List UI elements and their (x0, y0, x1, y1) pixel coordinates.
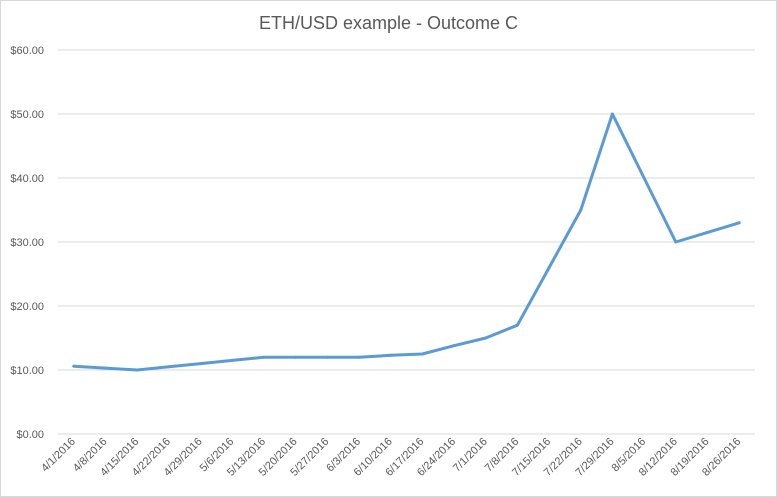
data-point (705, 230, 709, 234)
series-lines (72, 112, 741, 372)
y-tick-label: $30.00 (10, 237, 44, 249)
data-point (389, 353, 393, 357)
data-point (642, 176, 646, 180)
data-point (230, 358, 234, 362)
y-tick-label: $20.00 (10, 301, 44, 313)
data-point (737, 221, 741, 225)
y-axis-ticks: $0.00 $10.00 $20.00 $30.00 $40.00 $50.00 $60.0… (10, 45, 44, 441)
series-line (72, 112, 741, 372)
data-point (579, 208, 583, 212)
chart-title: ETH/USD example - Outcome C (258, 13, 519, 33)
y-tick-label: $60.00 (10, 45, 44, 57)
data-point (167, 365, 171, 369)
y-tick-label: $0.00 (16, 429, 44, 441)
data-point (72, 364, 76, 368)
data-point (294, 355, 298, 359)
data-point (452, 344, 456, 348)
x-axis-ticks: 4/1/20164/8/20164/15/20164/22/20164/29/2… (39, 436, 743, 479)
data-point (199, 362, 203, 366)
data-point (135, 368, 139, 372)
data-point (515, 323, 519, 327)
data-point (674, 240, 678, 244)
data-point (547, 266, 551, 270)
data-point (420, 352, 424, 356)
data-point (104, 366, 108, 370)
data-point (610, 112, 614, 116)
y-tick-label: $50.00 (10, 109, 44, 121)
data-point (325, 355, 329, 359)
y-tick-label: $40.00 (10, 173, 44, 185)
data-point (484, 336, 488, 340)
y-tick-label: $10.00 (10, 365, 44, 377)
data-point (357, 355, 361, 359)
gridlines (58, 49, 755, 435)
data-point (262, 355, 266, 359)
